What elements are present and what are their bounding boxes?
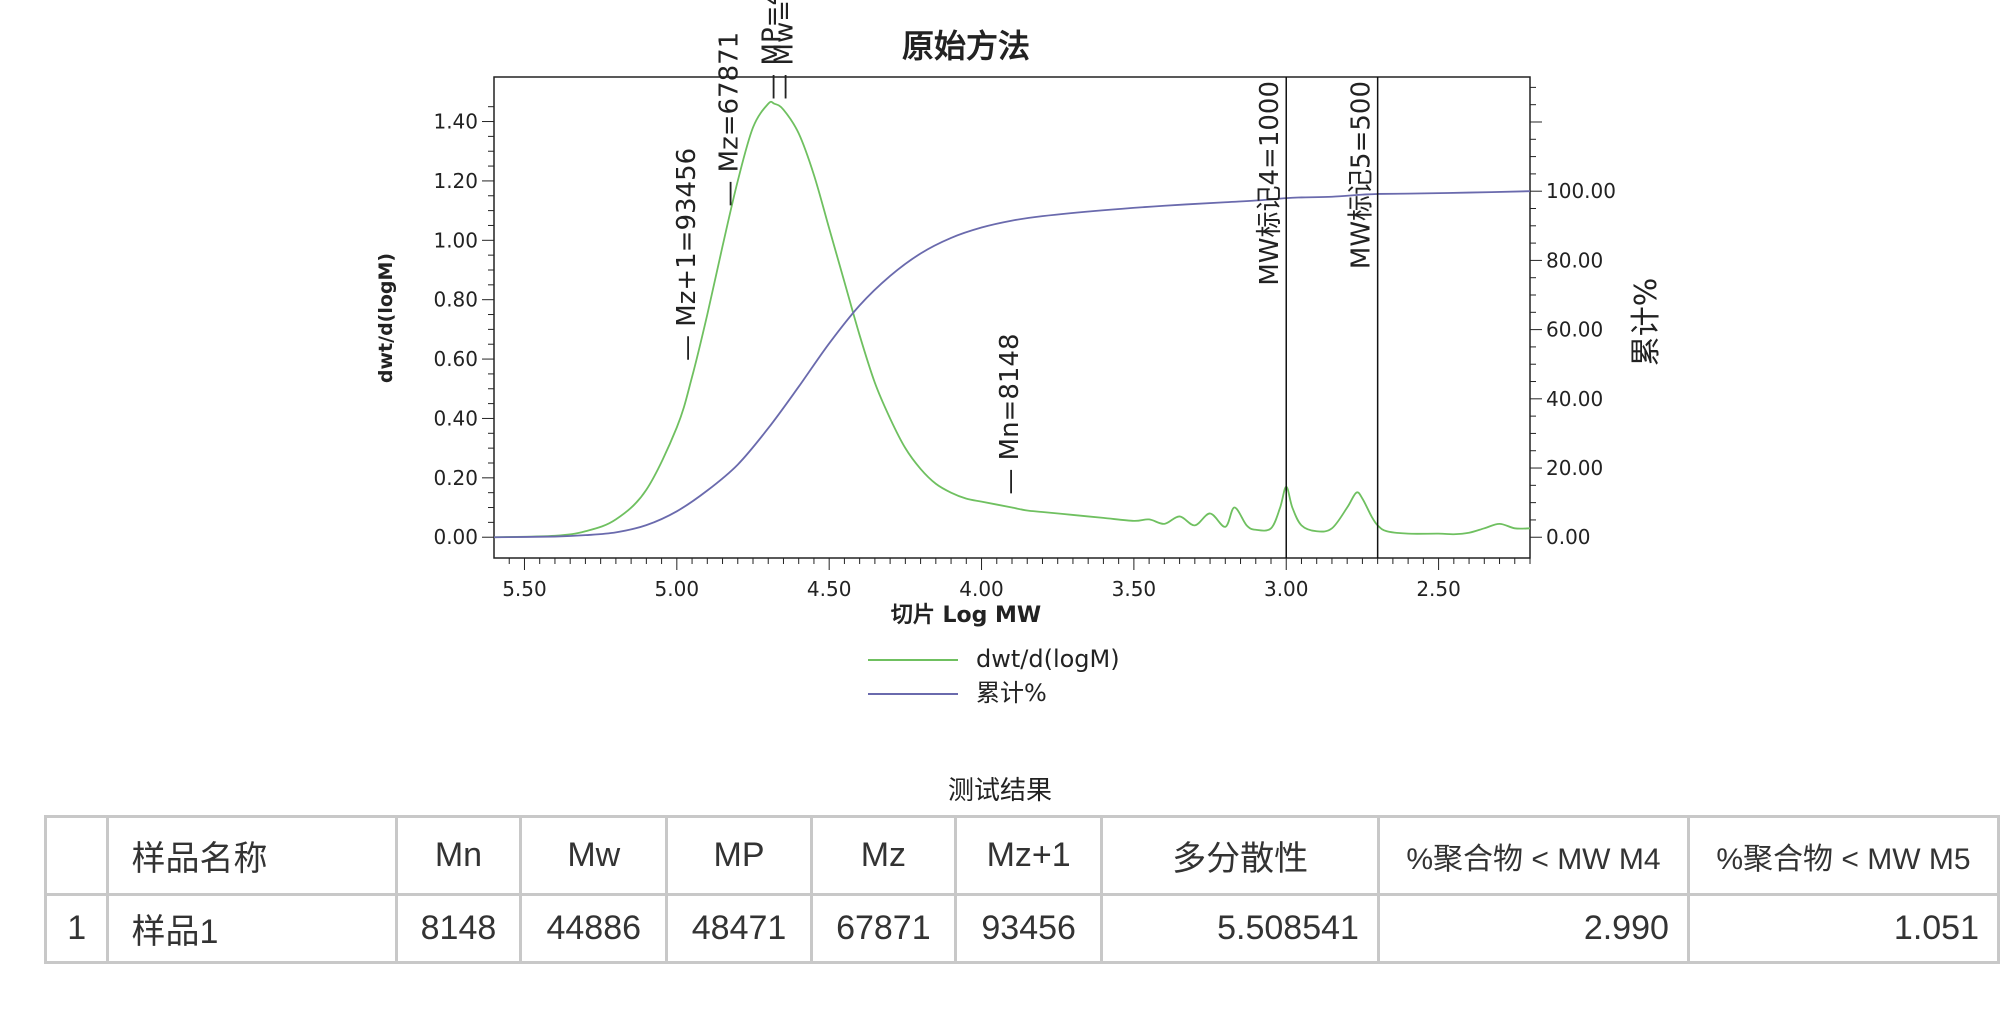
col-mw: Mw (519, 815, 669, 896)
chart-title: 原始方法 (902, 27, 1030, 65)
results-table: 样品名称 Mn Mw MP Mz Mz+1 多分散性 %聚合物 < MW M4 … (43, 815, 2000, 964)
x-tick-label: 5.00 (655, 577, 700, 601)
row-polymer-m5: 1.051 (1686, 893, 2000, 964)
vertical-marker-label: MW标记5=500 (1347, 81, 1377, 269)
y-right-tick-label: 20.00 (1546, 456, 1603, 480)
row-sample-name: 样品1 (106, 893, 398, 964)
y-left-tick-label: 1.20 (433, 169, 478, 193)
x-tick-label: 3.00 (1264, 577, 1309, 601)
x-tick-label: 5.50 (502, 577, 547, 601)
col-polydispersity: 多分散性 (1100, 815, 1380, 896)
results-title: 测试结果 (947, 776, 1052, 806)
col-mn: Mn (394, 815, 523, 896)
y-right-tick-label: 40.00 (1546, 387, 1603, 411)
col-mz1: Mz+1 (954, 815, 1104, 896)
row-mz: 67871 (809, 893, 958, 964)
table-row: 1 样品1 8148 44886 48471 67871 93456 5.508… (43, 893, 2000, 964)
x-tick-label: 4.00 (959, 577, 1004, 601)
col-polymer-m4: %聚合物 < MW M4 (1376, 815, 1690, 896)
row-mn: 8148 (394, 893, 523, 964)
vertical-marker-label: MW标记4=1000 (1255, 81, 1285, 286)
y-left-axis-ticks: 0.00 0.20 0.40 0.60 0.80 1.00 1.20 1.40 (433, 106, 494, 549)
y-left-tick-label: 0.60 (433, 347, 478, 371)
row-polydispersity: 5.508541 (1100, 893, 1380, 964)
col-index (43, 815, 110, 896)
x-axis-label: 切片 Log MW (891, 603, 1041, 628)
y-left-tick-label: 1.00 (433, 228, 478, 252)
peak-marker-label: — MP=48471 (757, 0, 787, 100)
y-right-axis-ticks: 0.00 20.00 40.00 60.00 80.00 100.00 (1530, 86, 1616, 549)
x-axis-ticks: 5.50 5.00 4.50 4.00 3.50 3.00 2.50 (502, 558, 1531, 601)
y-left-tick-label: 0.80 (433, 288, 478, 312)
peak-marker-label: — Mz=67871 (715, 32, 745, 207)
peak-marker-label: — Mz+1=93456 (672, 148, 702, 361)
series-line-dwt (493, 100, 1531, 539)
y-right-axis-label: 累计% (1629, 278, 1664, 367)
legend-label-cumulative: 累计% (976, 679, 1047, 707)
y-left-tick-label: 0.00 (433, 525, 478, 549)
row-index: 1 (43, 893, 110, 964)
x-tick-label: 2.50 (1416, 577, 1461, 601)
row-mw: 44886 (519, 893, 669, 964)
legend: dwt/d(logM) 累计% (868, 645, 1120, 707)
y-left-axis-label: dwt/d(logM) (375, 253, 397, 383)
results-header-row: 样品名称 Mn Mw MP Mz Mz+1 多分散性 %聚合物 < MW M4 … (43, 815, 2000, 896)
col-sample-name: 样品名称 (106, 815, 398, 896)
x-tick-label: 3.50 (1112, 577, 1157, 601)
molecular-weight-chart: 原始方法 5.50 5.00 4.50 4.00 3.50 3.00 2.50 0.000.… (375, 0, 1664, 707)
y-right-tick-label: 100.00 (1546, 179, 1616, 203)
series-line-cumulative (493, 190, 1531, 539)
y-right-tick-label: 80.00 (1546, 248, 1603, 272)
y-left-tick-label: 0.20 (433, 466, 478, 490)
row-polymer-m4: 2.990 (1376, 893, 1690, 964)
x-tick-label: 4.50 (807, 577, 852, 601)
col-polymer-m5: %聚合物 < MW M5 (1686, 815, 2000, 896)
y-left-tick-label: 0.40 (433, 406, 478, 430)
vertical-marker-lines: MW标记4=1000 MW标记5=500 (1255, 77, 1379, 558)
plot-series (493, 100, 1531, 539)
row-mz1: 93456 (954, 893, 1104, 964)
y-right-tick-label: 0.00 (1546, 525, 1591, 549)
y-right-tick-label: 60.00 (1546, 318, 1603, 342)
peak-marker-label: — Mn=8148 (995, 333, 1025, 494)
col-mz: Mz (809, 815, 958, 896)
legend-label-dwt: dwt/d(logM) (976, 645, 1120, 673)
y-left-tick-label: 1.40 (433, 110, 478, 134)
col-mp: MP (665, 815, 813, 896)
peak-markers: — Mz+1=93456 — Mz=67871 — MP=48471— Mw=448… (672, 0, 1025, 495)
row-mp: 48471 (665, 893, 813, 964)
peak-marker-label: — Mw=44886 (769, 0, 799, 100)
